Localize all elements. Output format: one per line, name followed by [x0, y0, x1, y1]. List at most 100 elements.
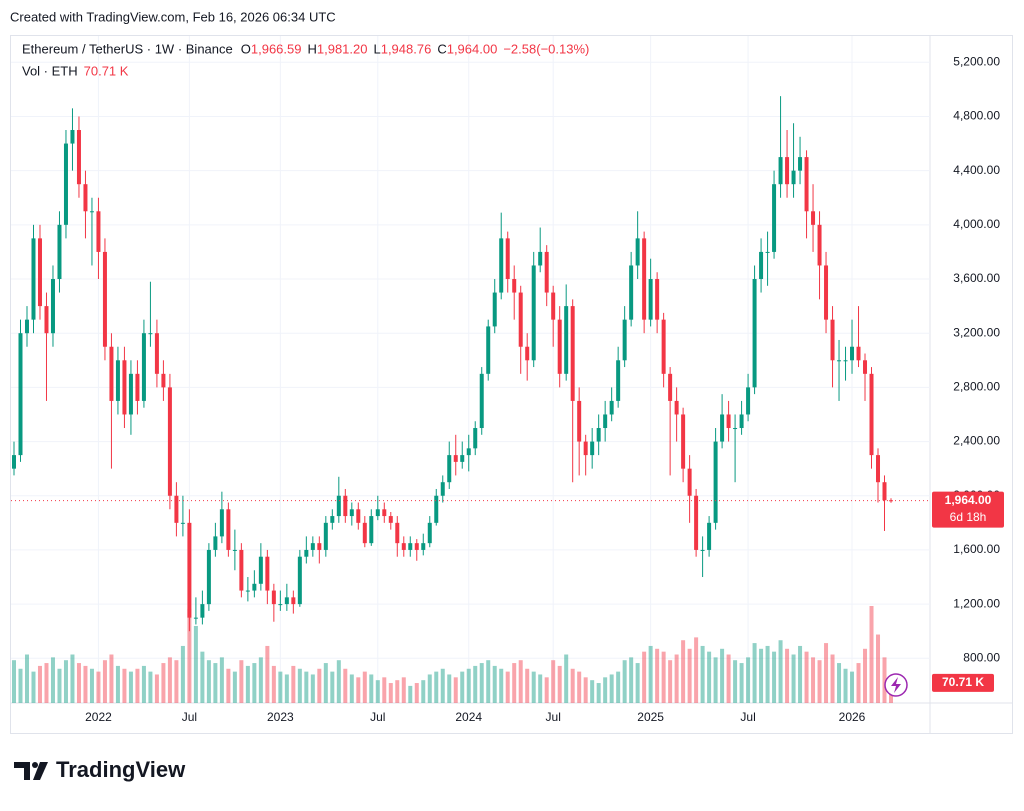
- candle-body: [720, 414, 725, 442]
- volume-bar: [518, 660, 523, 703]
- volume-bar: [50, 657, 55, 703]
- candles: [12, 96, 893, 632]
- volume-bar: [473, 665, 478, 703]
- candle-body: [83, 184, 88, 212]
- candle-body: [369, 516, 374, 544]
- candle-body: [245, 590, 250, 592]
- volume-title: Vol · ETH: [22, 63, 78, 78]
- y-tick-label: 3,200.00: [953, 325, 1000, 339]
- candle-body: [206, 549, 211, 605]
- volume-bar: [24, 654, 29, 703]
- volume-bar: [317, 668, 322, 703]
- candle-body: [733, 428, 738, 430]
- candle-body: [479, 373, 484, 429]
- candle-body: [681, 414, 686, 469]
- volume-bar: [232, 671, 237, 703]
- volume-bar: [161, 663, 166, 703]
- volume-bar: [44, 663, 49, 703]
- candle-body: [141, 333, 146, 401]
- ohlc-value: 1,964.00: [447, 41, 498, 56]
- symbol-title: Ethereum / TetherUS · 1W · Binance: [22, 41, 233, 56]
- candle-body: [499, 238, 504, 293]
- candle-body: [843, 360, 848, 362]
- candle-body: [596, 428, 601, 442]
- candle-body: [265, 556, 270, 591]
- volume-bar: [18, 668, 23, 703]
- candle-body: [609, 400, 614, 415]
- candle-body: [473, 428, 478, 449]
- volume-bar: [12, 660, 16, 703]
- candle-body: [200, 604, 205, 618]
- volume-bar: [609, 674, 614, 703]
- candle-body: [635, 238, 640, 266]
- volume-pane: [12, 606, 893, 703]
- logo: TradingView: [14, 757, 186, 782]
- volume-bar: [882, 657, 887, 703]
- volume-bar: [785, 648, 790, 703]
- volume-bar: [453, 677, 458, 703]
- volume-bar: [733, 660, 738, 703]
- volume-bar: [395, 680, 400, 703]
- price-tag-box: [932, 491, 1004, 528]
- candle-body: [115, 360, 120, 401]
- candle-body: [109, 346, 114, 401]
- volume-bar: [284, 674, 289, 703]
- candle-body: [739, 414, 744, 429]
- candle-body: [408, 543, 413, 550]
- volume-bar: [213, 663, 218, 703]
- volume-bar: [414, 683, 419, 703]
- candle-body: [850, 346, 855, 361]
- candle-body: [713, 441, 718, 523]
- countdown: 6d 18h: [950, 510, 987, 524]
- y-tick-label: 4,800.00: [953, 109, 1000, 123]
- alert-icon[interactable]: [884, 673, 908, 697]
- candle-body: [863, 360, 868, 374]
- candle-body: [492, 292, 497, 327]
- volume-bar: [778, 640, 783, 703]
- volume-bar: [167, 657, 172, 703]
- candle-body: [460, 455, 465, 462]
- logo-mark: [32, 762, 38, 768]
- ohlc-label: C: [437, 41, 446, 56]
- volume-bar: [642, 651, 647, 703]
- y-tick-label: 800.00: [963, 650, 1000, 664]
- candle-body: [89, 211, 94, 213]
- volume-bar: [180, 645, 185, 703]
- candle-body: [343, 495, 348, 517]
- volume-bar: [876, 634, 881, 703]
- candle-body: [336, 495, 341, 517]
- volume-bar: [700, 645, 705, 703]
- ohlc-label: H: [307, 41, 316, 56]
- candle-body: [31, 238, 36, 320]
- created-with: Created with TradingView.com, Feb 16, 20…: [10, 9, 336, 24]
- change-value: −2.58: [503, 41, 536, 56]
- y-tick-label: 2,800.00: [953, 380, 1000, 394]
- volume-bar: [310, 674, 315, 703]
- volume-bar: [765, 645, 770, 703]
- logo-mark: [14, 762, 30, 780]
- volume-bar: [681, 640, 686, 703]
- volume-bar: [349, 674, 354, 703]
- volume-bar: [102, 660, 107, 703]
- ohlc-value: 1,966.59: [251, 41, 302, 56]
- candle-body: [362, 522, 367, 544]
- candle-body: [414, 543, 419, 550]
- candle-body: [193, 617, 198, 619]
- y-tick-label: 5,200.00: [953, 54, 1000, 68]
- volume-bar: [531, 671, 536, 703]
- candle-body: [837, 360, 842, 362]
- volume-bar: [791, 654, 796, 703]
- volume-bar: [375, 680, 380, 703]
- alert-bolt[interactable]: [891, 677, 901, 693]
- volume-bar: [447, 674, 452, 703]
- volume-bar: [752, 643, 757, 703]
- volume-bar: [687, 648, 692, 703]
- x-tick-label: 2024: [455, 710, 482, 724]
- volume-bar: [70, 654, 75, 703]
- candle-body: [648, 279, 653, 320]
- candle-body: [12, 455, 16, 469]
- candle-body: [642, 238, 647, 320]
- candle-body: [154, 333, 159, 374]
- candle-body: [382, 509, 387, 517]
- volume-bar: [440, 668, 445, 703]
